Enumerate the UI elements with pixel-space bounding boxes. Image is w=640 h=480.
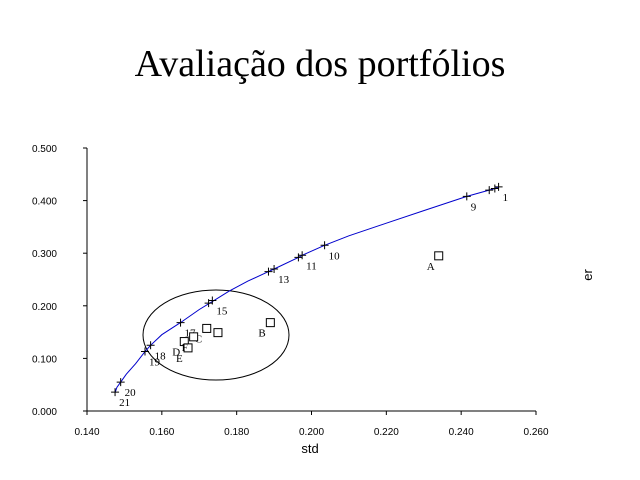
y-tick-label: 0.300 bbox=[32, 249, 57, 260]
frontier-point bbox=[270, 264, 279, 273]
x-tick-label: 0.200 bbox=[299, 427, 324, 438]
x-tick-label: 0.140 bbox=[74, 427, 99, 438]
portfolio-label: B bbox=[258, 328, 265, 340]
frontier-point bbox=[176, 318, 185, 327]
frontier-point bbox=[462, 192, 471, 201]
frontier-point bbox=[111, 388, 120, 397]
frontier-point bbox=[485, 186, 494, 195]
frontier-label: 9 bbox=[471, 201, 477, 213]
y-tick-label: 0.100 bbox=[32, 354, 57, 365]
x-tick-label: 0.260 bbox=[523, 427, 548, 438]
portfolio-label: E bbox=[176, 353, 183, 365]
x-tick-label: 0.160 bbox=[149, 427, 174, 438]
portfolio-label: F bbox=[182, 342, 188, 354]
portfolio-point bbox=[202, 323, 212, 333]
frontier-label: 19 bbox=[149, 357, 161, 369]
portfolio-label: A bbox=[427, 261, 435, 273]
chart-title: Avaliação dos portfólios bbox=[134, 43, 506, 85]
x-axis-title: std bbox=[301, 441, 318, 456]
y-tick-label: 0.200 bbox=[32, 302, 57, 313]
frontier-label: 13 bbox=[278, 274, 290, 286]
frontier-point bbox=[494, 182, 503, 191]
frontier-label: 18 bbox=[155, 350, 167, 362]
frontier-line bbox=[114, 186, 499, 393]
y-tick-label: 0.000 bbox=[32, 407, 57, 418]
frontier-label: 20 bbox=[125, 387, 137, 399]
x-tick-label: 0.220 bbox=[374, 427, 399, 438]
x-tick-label: 0.180 bbox=[224, 427, 249, 438]
frontier-label: 10 bbox=[329, 250, 341, 262]
portfolio-label: C bbox=[195, 333, 202, 345]
frontier-label: 21 bbox=[119, 397, 130, 409]
y-axis-title: er bbox=[580, 269, 595, 281]
frontier-point bbox=[264, 267, 273, 276]
y-tick-label: 0.500 bbox=[32, 144, 57, 155]
portfolio-point bbox=[213, 328, 223, 338]
portfolio-point bbox=[189, 332, 199, 342]
frontier-point bbox=[208, 296, 217, 305]
frontier-point bbox=[298, 251, 307, 260]
frontier-point bbox=[490, 184, 499, 193]
y-tick-label: 0.400 bbox=[32, 197, 57, 208]
frontier-point bbox=[320, 241, 329, 250]
frontier-point bbox=[146, 341, 155, 350]
frontier-label: 1 bbox=[503, 192, 509, 204]
frontier-label: 11 bbox=[306, 260, 317, 272]
frontier-point bbox=[294, 253, 303, 262]
frontier-point bbox=[116, 378, 125, 387]
frontier-point bbox=[140, 347, 149, 356]
highlight-ellipse bbox=[142, 289, 290, 381]
portfolio-point bbox=[183, 343, 193, 353]
portfolio-label: D bbox=[172, 347, 180, 359]
frontier-label: 15 bbox=[216, 306, 228, 318]
portfolio-point bbox=[434, 251, 444, 261]
portfolio-point bbox=[265, 318, 275, 328]
x-tick-label: 0.240 bbox=[449, 427, 474, 438]
